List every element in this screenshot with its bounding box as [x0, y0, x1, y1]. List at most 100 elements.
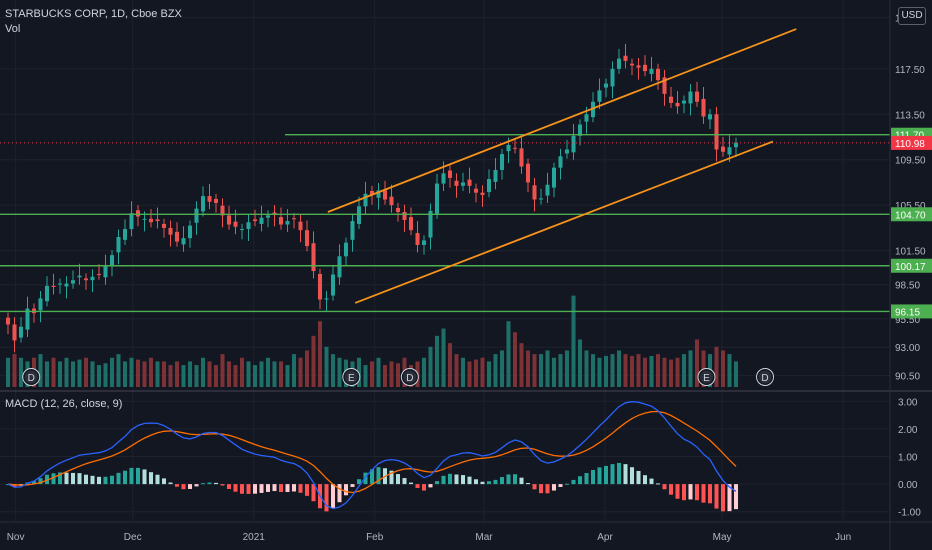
price-tick-label: 109.50: [895, 156, 926, 167]
candle-body: [616, 58, 622, 69]
candle-body: [473, 188, 479, 193]
candle-body: [389, 196, 394, 206]
volume-bar: [571, 295, 576, 387]
currency-button[interactable]: USD: [898, 7, 926, 25]
macd-histogram-bar: [714, 484, 719, 509]
candle-body: [382, 190, 388, 200]
candle-body: [545, 184, 550, 196]
candle-body: [681, 100, 687, 104]
candle-body: [577, 124, 583, 136]
candle-body: [213, 198, 219, 203]
event-marker-label: E: [348, 373, 355, 384]
grid: [0, 0, 890, 522]
macd-histogram-bar: [688, 484, 693, 500]
symbol-title[interactable]: STARBUCKS CORP, 1D, Cboe BZX: [5, 8, 182, 20]
volume-bar: [525, 350, 531, 387]
volume-bar: [434, 335, 440, 387]
volume-bar: [304, 350, 310, 387]
macd-histogram-bar: [168, 482, 173, 485]
macd-histogram-bar: [473, 479, 479, 485]
macd-histogram-bar: [376, 467, 381, 485]
volume-bar: [733, 361, 739, 387]
candle-body: [148, 218, 154, 223]
candle-body: [25, 308, 30, 330]
macd-histogram-bar: [623, 464, 628, 485]
macd-histogram-bar: [519, 477, 524, 485]
candle-body: [12, 324, 17, 341]
macd-histogram-bar: [285, 484, 290, 492]
candle-body: [603, 83, 609, 88]
candle-body: [486, 179, 492, 193]
volume-bar: [441, 328, 446, 387]
volume-bar: [623, 354, 628, 387]
macd-histogram-bar: [116, 472, 121, 485]
macd-histogram-bar: [616, 462, 622, 485]
candle-body: [187, 225, 193, 239]
macd-line: [7, 401, 737, 510]
candle-body: [142, 218, 147, 220]
volume-bar: [577, 339, 583, 387]
candle-body: [584, 114, 589, 122]
macd-histogram-bar: [155, 474, 160, 485]
macd-histogram-bar: [408, 482, 414, 485]
macd-tick-label: -1.00: [898, 508, 921, 519]
candle-body: [363, 193, 368, 207]
macd-histogram-bar: [44, 474, 50, 485]
volume-bar: [83, 357, 89, 387]
candle-body: [259, 217, 264, 224]
volume-bar: [636, 354, 641, 387]
volume-bar: [727, 354, 732, 387]
macd-histogram-bar: [324, 484, 329, 512]
macd-histogram-bar: [525, 482, 531, 485]
channel-lower-line: [354, 140, 774, 304]
macd-histogram-bar: [194, 484, 199, 487]
macd-histogram-bar: [246, 484, 251, 494]
volume-bar: [421, 357, 427, 387]
volume-bar: [174, 361, 180, 387]
volume-bar: [233, 365, 238, 387]
candle-body: [636, 65, 641, 68]
macd-histogram-bar: [148, 472, 154, 485]
volume-indicator-label[interactable]: Vol: [5, 23, 21, 35]
volume-bar: [688, 350, 693, 387]
candle-body: [532, 185, 537, 200]
volume-bar: [12, 354, 17, 387]
event-marker-fill: [403, 370, 417, 384]
macd-histogram-bar: [564, 483, 570, 485]
volume-bar: [291, 354, 297, 387]
candle-body: [265, 215, 271, 218]
macd-histogram-bar: [610, 464, 615, 485]
volume-bar: [506, 321, 511, 387]
macd-indicator-label[interactable]: MACD (12, 26, close, 9): [5, 398, 123, 410]
macd-histogram-bar: [681, 484, 687, 501]
macd-histogram-bar: [304, 484, 310, 496]
macd-histogram-bar: [629, 467, 635, 485]
time-tick-label: Dec: [124, 532, 142, 543]
candle-body: [655, 68, 661, 81]
event-marker-label: D: [28, 373, 35, 384]
candle-body: [558, 156, 563, 168]
volume-bar: [51, 357, 56, 387]
macd-histogram-bar: [369, 469, 375, 485]
candle-body: [551, 167, 557, 188]
volume-bar: [220, 354, 225, 387]
volume-bar: [668, 359, 674, 387]
candle-body: [116, 237, 121, 253]
macd-histogram-bar: [655, 483, 661, 485]
time-axis[interactable]: Nov Dec 2021 Feb Mar Apr May Jun: [7, 532, 851, 543]
volume-bar: [246, 361, 251, 387]
candle-body: [272, 212, 277, 215]
macd-histogram-bar: [57, 472, 63, 485]
volume-bar: [649, 355, 654, 387]
macd-histogram-bar: [259, 484, 264, 493]
macd-histogram-bar: [298, 484, 303, 493]
macd-histogram-bar: [584, 473, 589, 485]
macd-histogram-bar: [233, 484, 238, 492]
macd-tick-label: 2.00: [898, 425, 918, 436]
volume-bar: [460, 357, 466, 387]
candle-body: [480, 192, 485, 195]
candle-body: [343, 242, 349, 257]
